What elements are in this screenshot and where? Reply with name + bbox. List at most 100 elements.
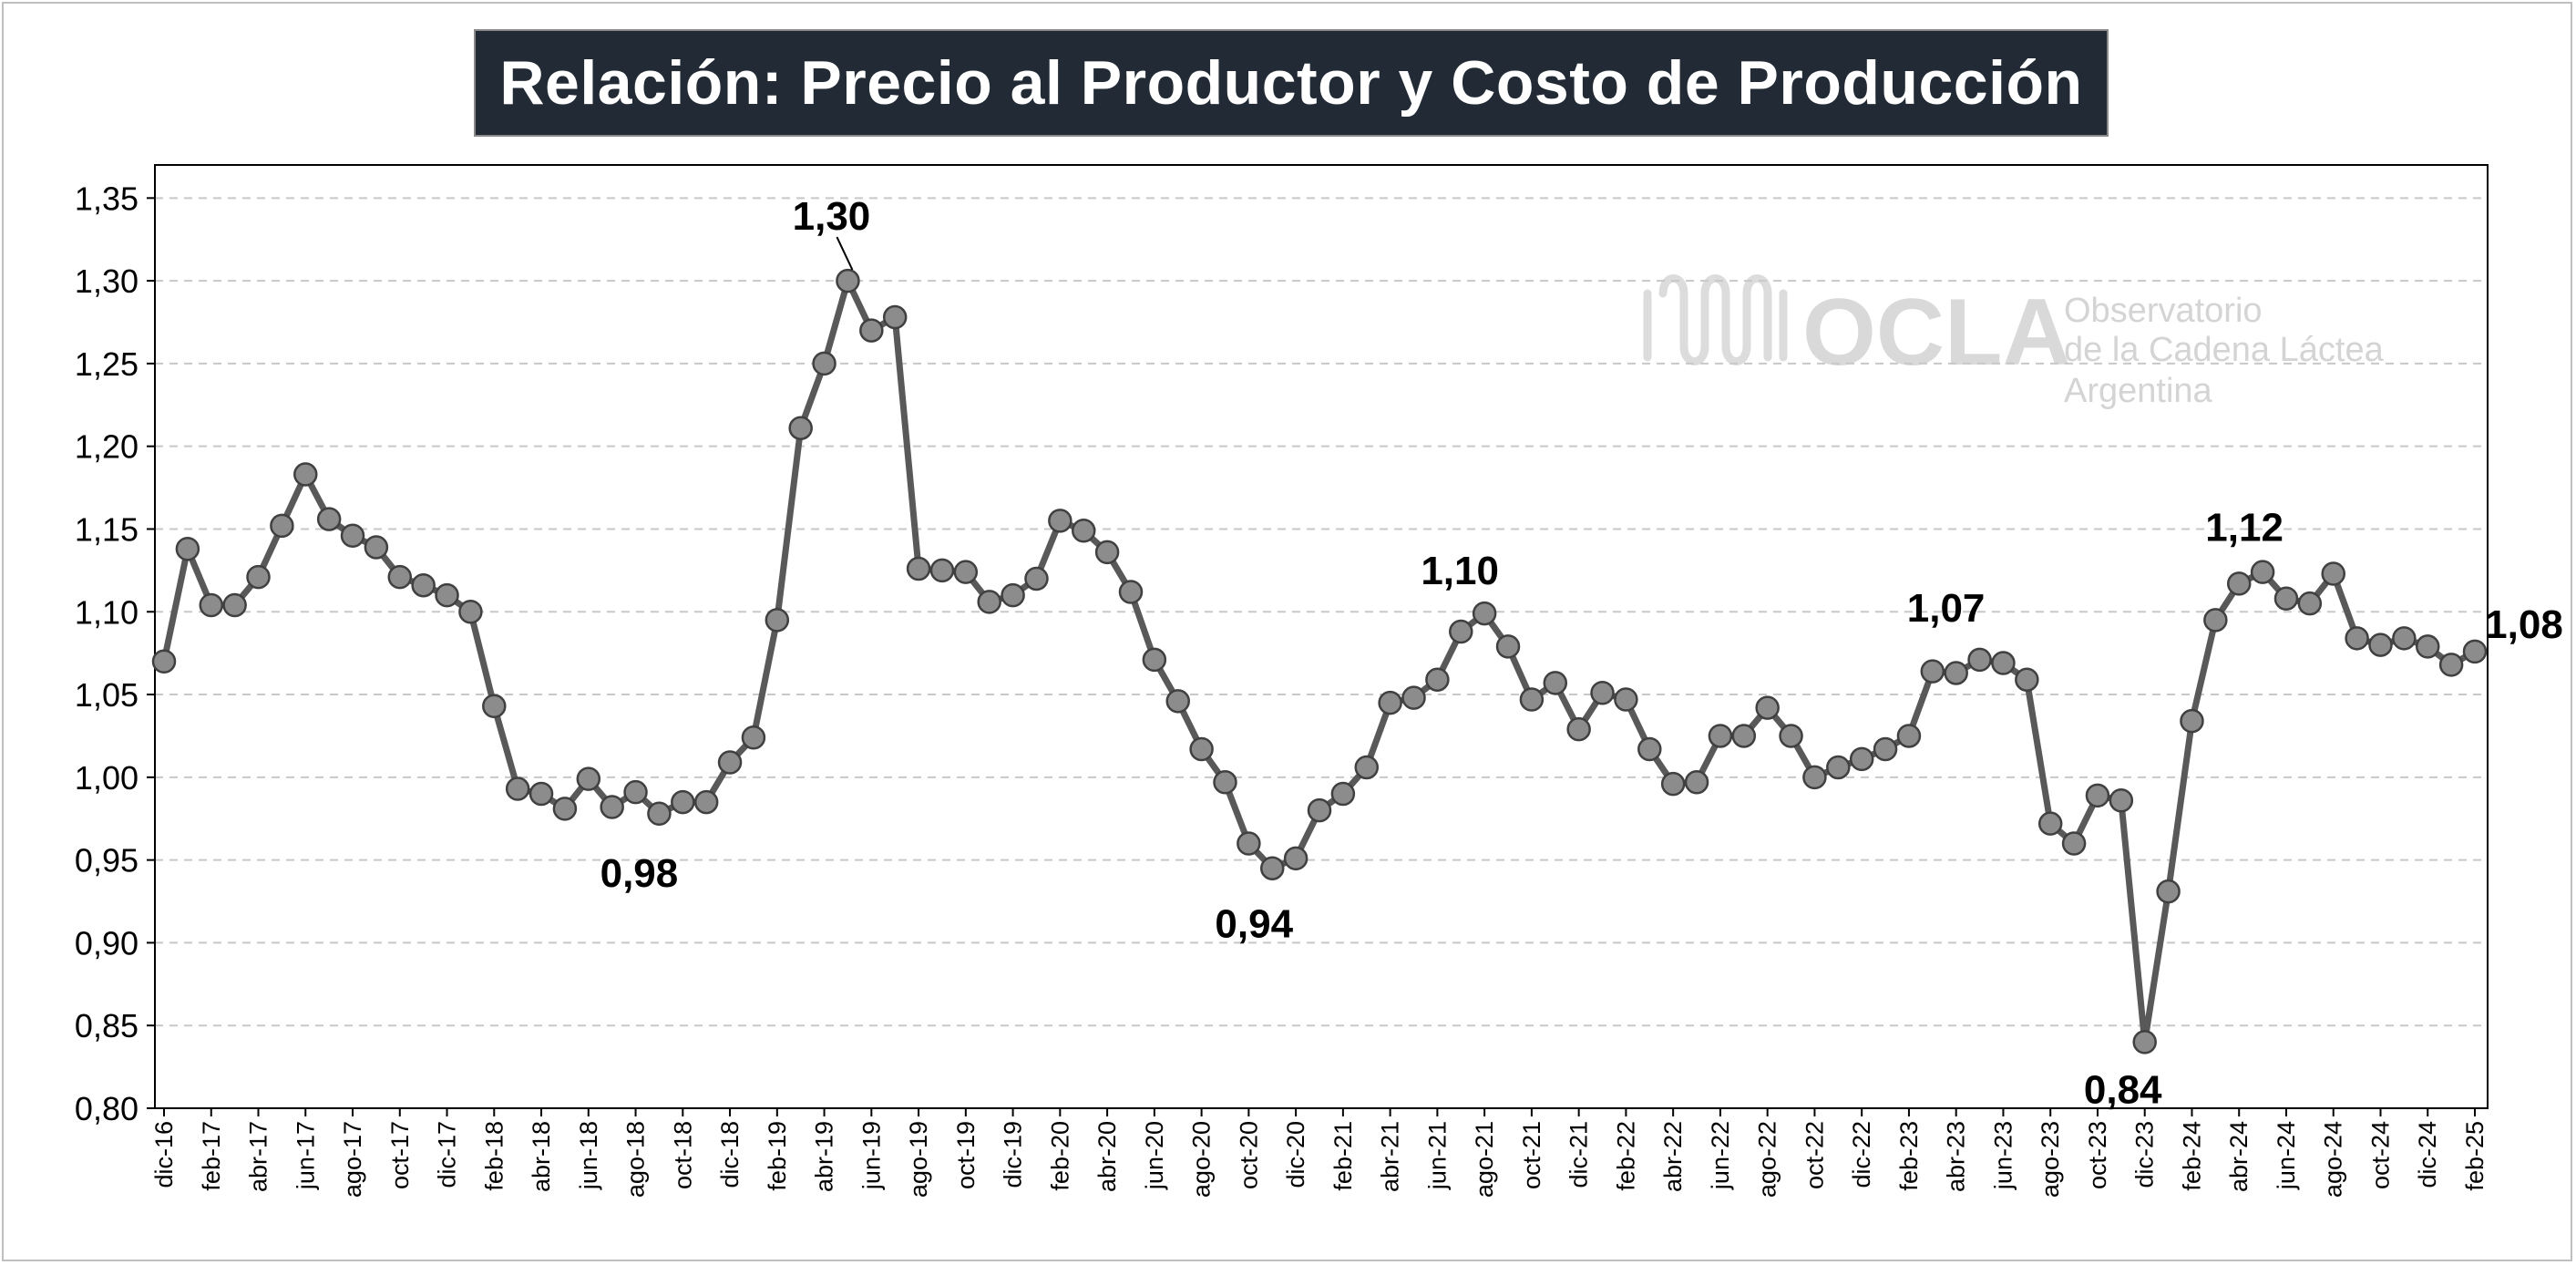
data-point: [1991, 651, 2016, 675]
plot-area-border: [154, 164, 2489, 1109]
data-point: [2015, 667, 2039, 692]
x-tick-label: jun-21: [1423, 1121, 1451, 1190]
x-tick-label: ago-20: [1188, 1121, 1216, 1198]
x-tick-label: jun-24: [2273, 1121, 2300, 1190]
data-point: [788, 416, 813, 440]
data-point: [1001, 582, 1025, 608]
data-point: [953, 560, 979, 584]
x-tick-label: abr-18: [528, 1121, 555, 1192]
x-tick-label: feb-25: [2461, 1121, 2489, 1191]
x-tick-label: dic-18: [716, 1121, 744, 1188]
x-tick-label: abr-22: [1659, 1121, 1687, 1192]
data-point: [600, 795, 624, 819]
data-point: [929, 558, 955, 583]
data-point: [552, 797, 578, 821]
x-tick-label: dic-21: [1565, 1121, 1593, 1188]
data-point: [1189, 736, 1214, 762]
x-tick-label: dic-20: [1282, 1121, 1309, 1188]
data-point: [765, 608, 790, 632]
x-tick-label: feb-21: [1329, 1121, 1357, 1191]
data-point: [1165, 689, 1190, 714]
watermark-brand: OCLA: [1802, 280, 2071, 386]
data-point: [505, 776, 530, 801]
data-point: [1449, 619, 1473, 644]
data-point: [2203, 608, 2228, 632]
x-tick-label: ago-21: [1471, 1121, 1498, 1198]
data-point: [1495, 634, 1521, 659]
data-point: [175, 537, 200, 561]
y-tick-label: 1,30: [75, 262, 139, 300]
x-tick-label: feb-23: [1895, 1121, 1923, 1191]
x-tick-label: jun-17: [292, 1121, 319, 1190]
data-point: [1590, 680, 1615, 705]
data-point: [435, 582, 459, 608]
x-tick-label: oct-24: [2366, 1121, 2394, 1189]
data-point: [1213, 770, 1237, 795]
data-point: [623, 779, 648, 805]
data-point: [1614, 687, 1638, 712]
data-point: [222, 592, 247, 618]
x-tick-label: ago-18: [622, 1121, 650, 1198]
data-point: [1354, 755, 1380, 780]
x-tick-label: jun-20: [1141, 1121, 1168, 1190]
data-label: 0,98: [600, 851, 679, 896]
data-point: [741, 725, 766, 750]
x-tick-label: abr-21: [1377, 1121, 1404, 1192]
data-point: [1283, 846, 1309, 871]
data-point: [1142, 647, 1167, 673]
x-tick-label: ago-24: [2320, 1121, 2347, 1198]
data-point: [2297, 591, 2323, 616]
x-tick-label: dic-17: [434, 1121, 461, 1188]
x-tick-label: feb-20: [1046, 1121, 1073, 1191]
data-label: 1,12: [2205, 506, 2284, 550]
data-point: [1330, 781, 1356, 807]
x-tick-label: dic-19: [1000, 1121, 1027, 1188]
y-tick-label: 1,20: [75, 428, 139, 466]
ocla-watermark: OCLA Observatorio de la Cadena Láctea Ar…: [1643, 274, 2385, 410]
y-tick-label: 1,05: [75, 676, 139, 714]
x-tick-label: oct-22: [1801, 1121, 1828, 1189]
x-tick-label: oct-17: [386, 1121, 414, 1189]
x-tick-label: feb-22: [1612, 1121, 1639, 1191]
x-tick-label: feb-24: [2178, 1121, 2205, 1191]
data-point: [906, 556, 931, 581]
data-point: [812, 351, 836, 376]
data-point: [199, 592, 224, 618]
x-tick-label: oct-21: [1518, 1121, 1545, 1189]
watermark-line1: Observatorio: [2064, 292, 2263, 330]
data-point: [859, 318, 884, 343]
data-point: [647, 801, 672, 827]
data-point: [2037, 811, 2063, 836]
y-tick-label: 1,00: [75, 759, 139, 797]
data-point: [1543, 671, 1568, 695]
y-tick-label: 1,35: [75, 180, 139, 217]
data-point: [1048, 509, 1072, 533]
data-point: [482, 694, 507, 719]
data-label: 0,84: [2084, 1067, 2162, 1112]
x-tick-label: oct-23: [2084, 1121, 2111, 1189]
data-point: [364, 535, 389, 560]
data-point: [529, 781, 554, 807]
data-label: 1,30: [793, 194, 871, 239]
x-tick-label: oct-20: [1235, 1121, 1262, 1189]
x-tick-label: dic-16: [150, 1121, 178, 1188]
x-tick-label: jun-23: [1989, 1121, 2017, 1190]
data-point: [1826, 755, 1851, 780]
milk-waves-logo-icon: [1643, 274, 1788, 365]
y-tick-label: 0,90: [75, 924, 139, 962]
data-point: [1944, 661, 1968, 685]
data-point: [1094, 540, 1120, 565]
data-point: [2368, 632, 2393, 657]
x-tick-label: ago-23: [2037, 1121, 2064, 1198]
watermark-line3: Argentina: [2064, 372, 2213, 410]
data-point: [2180, 708, 2204, 734]
data-point: [1519, 687, 1545, 712]
data-point: [1920, 659, 1945, 684]
chart-title-box: Relación: Precio al Productor y Costo de…: [474, 29, 2109, 137]
data-point: [411, 572, 436, 598]
y-tick-label: 0,85: [75, 1007, 139, 1044]
x-tick-label: jun-18: [575, 1121, 602, 1190]
data-point: [2250, 560, 2275, 584]
data-point: [1779, 724, 1803, 748]
